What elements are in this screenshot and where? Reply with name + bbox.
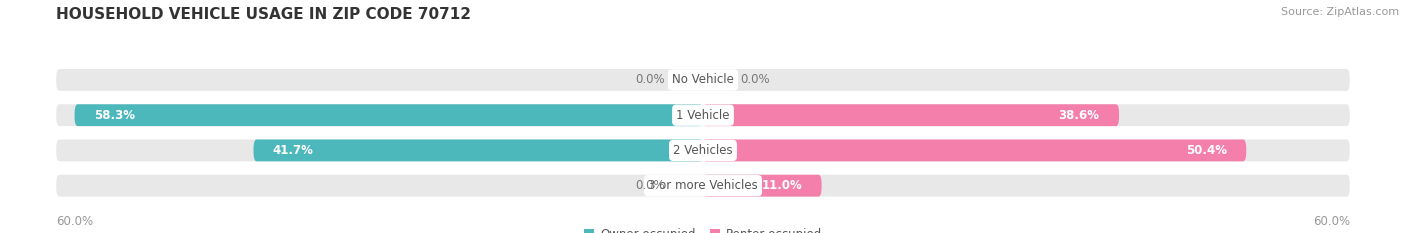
FancyBboxPatch shape [253,140,703,161]
Text: 2 Vehicles: 2 Vehicles [673,144,733,157]
Text: Source: ZipAtlas.com: Source: ZipAtlas.com [1281,7,1399,17]
FancyBboxPatch shape [56,175,1350,197]
FancyBboxPatch shape [75,104,703,126]
Text: 60.0%: 60.0% [1313,215,1350,228]
Text: HOUSEHOLD VEHICLE USAGE IN ZIP CODE 70712: HOUSEHOLD VEHICLE USAGE IN ZIP CODE 7071… [56,7,471,22]
Legend: Owner-occupied, Renter-occupied: Owner-occupied, Renter-occupied [579,223,827,233]
Text: 0.0%: 0.0% [636,73,665,86]
FancyBboxPatch shape [703,175,821,197]
FancyBboxPatch shape [56,140,1350,161]
Text: 58.3%: 58.3% [94,109,135,122]
Text: 0.0%: 0.0% [636,179,665,192]
Text: No Vehicle: No Vehicle [672,73,734,86]
Text: 11.0%: 11.0% [762,179,803,192]
Text: 41.7%: 41.7% [273,144,314,157]
Text: 50.4%: 50.4% [1185,144,1227,157]
FancyBboxPatch shape [703,140,1246,161]
FancyBboxPatch shape [56,104,1350,126]
Text: 3 or more Vehicles: 3 or more Vehicles [648,179,758,192]
Text: 1 Vehicle: 1 Vehicle [676,109,730,122]
FancyBboxPatch shape [703,104,1119,126]
Text: 60.0%: 60.0% [56,215,93,228]
Text: 0.0%: 0.0% [741,73,770,86]
FancyBboxPatch shape [56,69,1350,91]
Text: 38.6%: 38.6% [1059,109,1099,122]
